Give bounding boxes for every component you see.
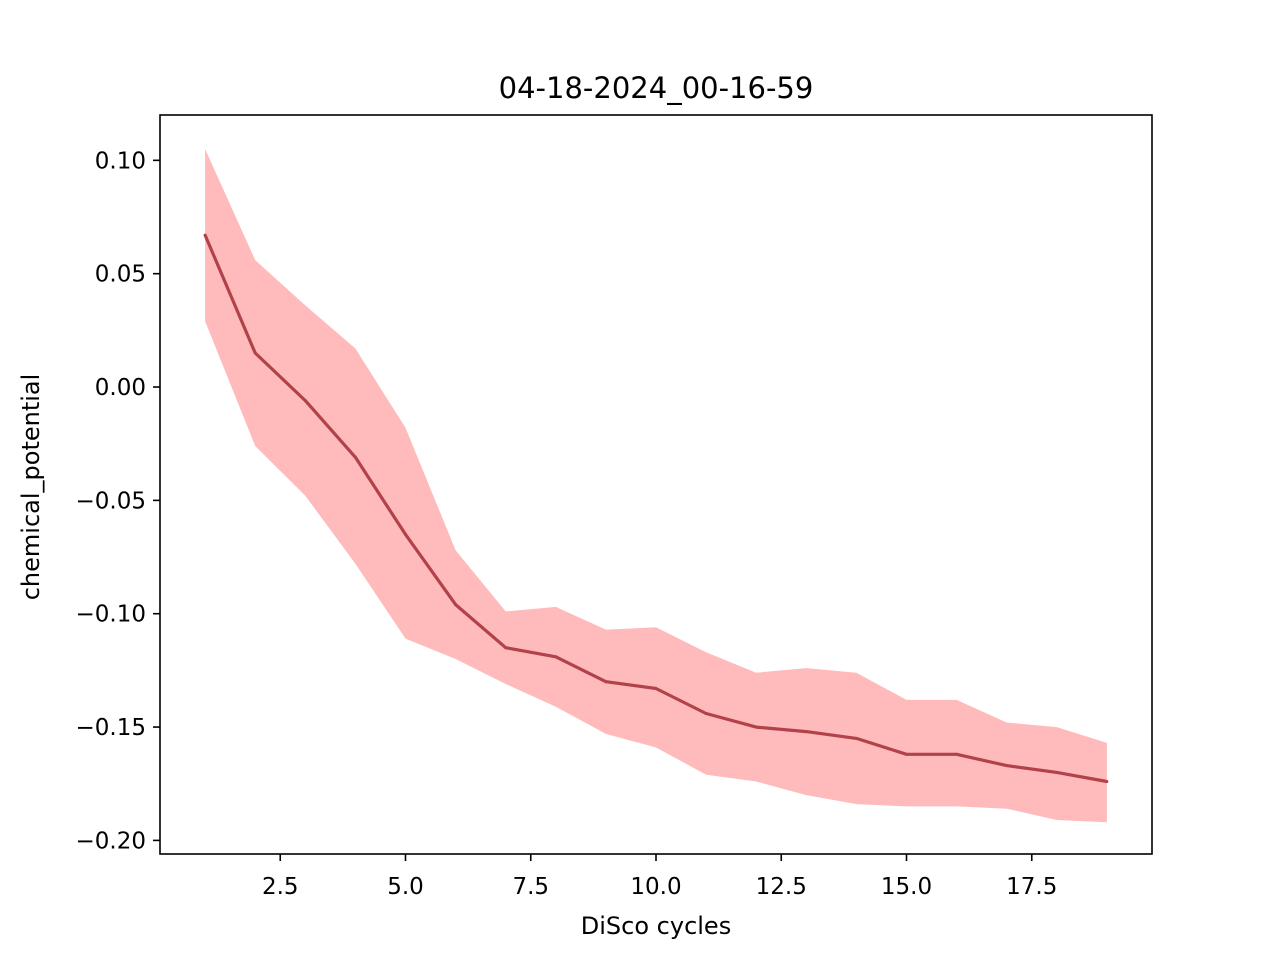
data-point bbox=[203, 233, 207, 237]
data-point bbox=[1105, 780, 1109, 783]
y-tick-label: 0.00 bbox=[95, 375, 146, 401]
data-point bbox=[955, 752, 959, 756]
x-axis: 2.5 5.0 7.5 10.0 12.5 15.0 17.5 bbox=[262, 854, 1057, 900]
data-point bbox=[704, 712, 708, 715]
x-tick-label: 5.0 bbox=[387, 874, 424, 900]
y-tick-label: 0.05 bbox=[95, 262, 146, 288]
data-point bbox=[404, 532, 407, 536]
y-tick-label: −0.15 bbox=[76, 715, 146, 741]
x-tick-label: 17.5 bbox=[1006, 874, 1057, 900]
y-tick-label: −0.20 bbox=[76, 828, 146, 854]
y-tick-label: −0.05 bbox=[76, 488, 146, 514]
chart-title: 04-18-2024_00-16-59 bbox=[499, 71, 814, 105]
data-point bbox=[654, 687, 658, 690]
x-tick-label: 10.0 bbox=[630, 874, 681, 900]
data-point bbox=[454, 603, 458, 607]
x-tick-label: 15.0 bbox=[881, 874, 932, 900]
x-tick-label: 12.5 bbox=[756, 874, 807, 900]
data-point bbox=[1005, 764, 1009, 768]
plot-area bbox=[203, 149, 1109, 823]
data-point bbox=[905, 752, 908, 756]
x-tick-label: 7.5 bbox=[512, 874, 549, 900]
x-tick-label: 2.5 bbox=[262, 874, 299, 900]
data-point bbox=[253, 351, 257, 355]
data-point bbox=[303, 399, 307, 403]
y-tick-label: 0.10 bbox=[95, 148, 146, 174]
data-point bbox=[1055, 770, 1059, 774]
data-point bbox=[754, 725, 758, 729]
x-axis-label: DiSco cycles bbox=[581, 912, 731, 940]
y-axis-label: chemical_potential bbox=[17, 374, 45, 601]
data-point bbox=[554, 655, 558, 659]
data-point bbox=[604, 680, 608, 684]
data-point bbox=[353, 455, 357, 459]
data-point bbox=[804, 730, 808, 734]
data-point bbox=[854, 736, 858, 740]
y-axis: 0.10 0.05 0.00 −0.05 −0.10 −0.15 −0.20 bbox=[76, 148, 160, 854]
y-tick-label: −0.10 bbox=[76, 602, 146, 628]
data-point bbox=[504, 646, 508, 650]
